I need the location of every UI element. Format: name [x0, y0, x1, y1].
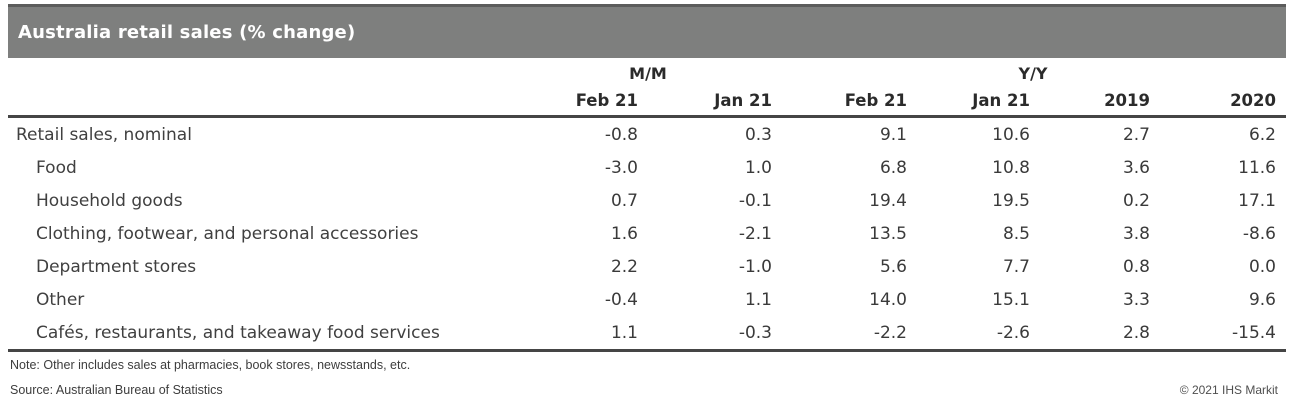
column-header-yy-feb21: Feb 21: [777, 88, 912, 118]
cell-value: -0.4: [604, 289, 638, 310]
table-row: Cafés, restaurants, and takeaway food se…: [8, 316, 1286, 352]
cell-value: -3.0: [604, 157, 638, 178]
table-row: Other -0.4 1.1 14.0 15.1 3.3 9.6: [8, 283, 1286, 316]
data-table: Feb 21 Jan 21 Feb 21 Jan 21 2019 2020 Re…: [8, 88, 1286, 352]
column-group-yy: Y/Y: [1018, 64, 1048, 83]
source-row: Source: Australian Bureau of Statistics …: [8, 383, 1286, 397]
column-group-header-row: M/M Y/Y: [8, 62, 1286, 88]
table-row: Food -3.0 1.0 6.8 10.8 3.6 11.6: [8, 151, 1286, 184]
table-row: Household goods 0.7 -0.1 19.4 19.5 0.2 1…: [8, 184, 1286, 217]
cell-value: -0.8: [604, 124, 638, 145]
cell-value: 10.8: [992, 157, 1030, 178]
cell-value: 2.8: [1035, 316, 1155, 352]
row-label: Food: [36, 157, 77, 178]
cell-value: -8.6: [1242, 223, 1276, 244]
cell-value: 8.5: [1002, 223, 1030, 244]
table-row: Retail sales, nominal -0.8 0.3 9.1 10.6 …: [8, 117, 1286, 152]
column-header-mm-jan21: Jan 21: [643, 88, 777, 118]
cell-value: 6.8: [879, 157, 907, 178]
cell-value: 0.7: [610, 190, 638, 211]
cell-value: 19.5: [992, 190, 1030, 211]
table-title: Australia retail sales (% change): [18, 22, 356, 43]
cell-value: 1.1: [508, 316, 643, 352]
cell-value: 2.2: [610, 256, 638, 277]
table-area: M/M Y/Y Feb 21 Jan 21 Feb 21 Jan 21: [8, 62, 1286, 352]
cell-value: 1.1: [744, 289, 772, 310]
row-label: Other: [36, 289, 85, 310]
cell-value: -2.2: [777, 316, 912, 352]
column-header-mm-feb21: Feb 21: [508, 88, 643, 118]
row-label-header: [8, 88, 508, 118]
row-label: Retail sales, nominal: [16, 124, 192, 145]
cell-value: -15.4: [1155, 316, 1286, 352]
cell-value: -2.6: [912, 316, 1035, 352]
cell-value: 2.7: [1122, 124, 1150, 145]
table-row: Clothing, footwear, and personal accesso…: [8, 217, 1286, 250]
cell-value: 19.4: [869, 190, 907, 211]
cell-value: 0.0: [1248, 256, 1276, 277]
cell-value: 9.1: [879, 124, 907, 145]
row-label: Department stores: [36, 256, 197, 277]
cell-value: 13.5: [869, 223, 907, 244]
cell-value: -2.1: [738, 223, 772, 244]
cell-value: 14.0: [869, 289, 907, 310]
cell-value: 0.3: [744, 124, 772, 145]
cell-value: -0.3: [643, 316, 777, 352]
column-header-row: Feb 21 Jan 21 Feb 21 Jan 21 2019 2020: [8, 88, 1286, 118]
cell-value: 6.2: [1248, 124, 1276, 145]
cell-value: 7.7: [1002, 256, 1030, 277]
copyright-notice: © 2021 IHS Markit: [1179, 383, 1278, 397]
row-label: Cafés, restaurants, and takeaway food se…: [8, 316, 508, 352]
table-row: Department stores 2.2 -1.0 5.6 7.7 0.8 0…: [8, 250, 1286, 283]
cell-value: 1.6: [610, 223, 638, 244]
cell-value: -0.1: [738, 190, 772, 211]
row-label: Household goods: [36, 190, 183, 211]
row-label: Clothing, footwear, and personal accesso…: [36, 223, 419, 244]
footnote: Note: Other includes sales at pharmacies…: [10, 358, 411, 372]
cell-value: 11.6: [1238, 157, 1276, 178]
cell-value: 15.1: [992, 289, 1030, 310]
footer: Note: Other includes sales at pharmacies…: [8, 358, 1286, 397]
cell-value: 17.1: [1238, 190, 1276, 211]
cell-value: 9.6: [1248, 289, 1276, 310]
cell-value: 5.6: [879, 256, 907, 277]
cell-value: 3.8: [1122, 223, 1150, 244]
cell-value: 10.6: [992, 124, 1030, 145]
column-header-yy-jan21: Jan 21: [912, 88, 1035, 118]
column-header-2020: 2020: [1155, 88, 1286, 118]
source-note: Source: Australian Bureau of Statistics: [10, 383, 223, 397]
cell-value: 1.0: [744, 157, 772, 178]
column-group-mm: M/M: [629, 64, 667, 83]
title-bar: Australia retail sales (% change): [8, 4, 1286, 58]
cell-value: -1.0: [738, 256, 772, 277]
cell-value: 0.8: [1122, 256, 1150, 277]
cell-value: 0.2: [1122, 190, 1150, 211]
cell-value: 3.3: [1122, 289, 1150, 310]
cell-value: 3.6: [1122, 157, 1150, 178]
column-header-2019: 2019: [1035, 88, 1155, 118]
